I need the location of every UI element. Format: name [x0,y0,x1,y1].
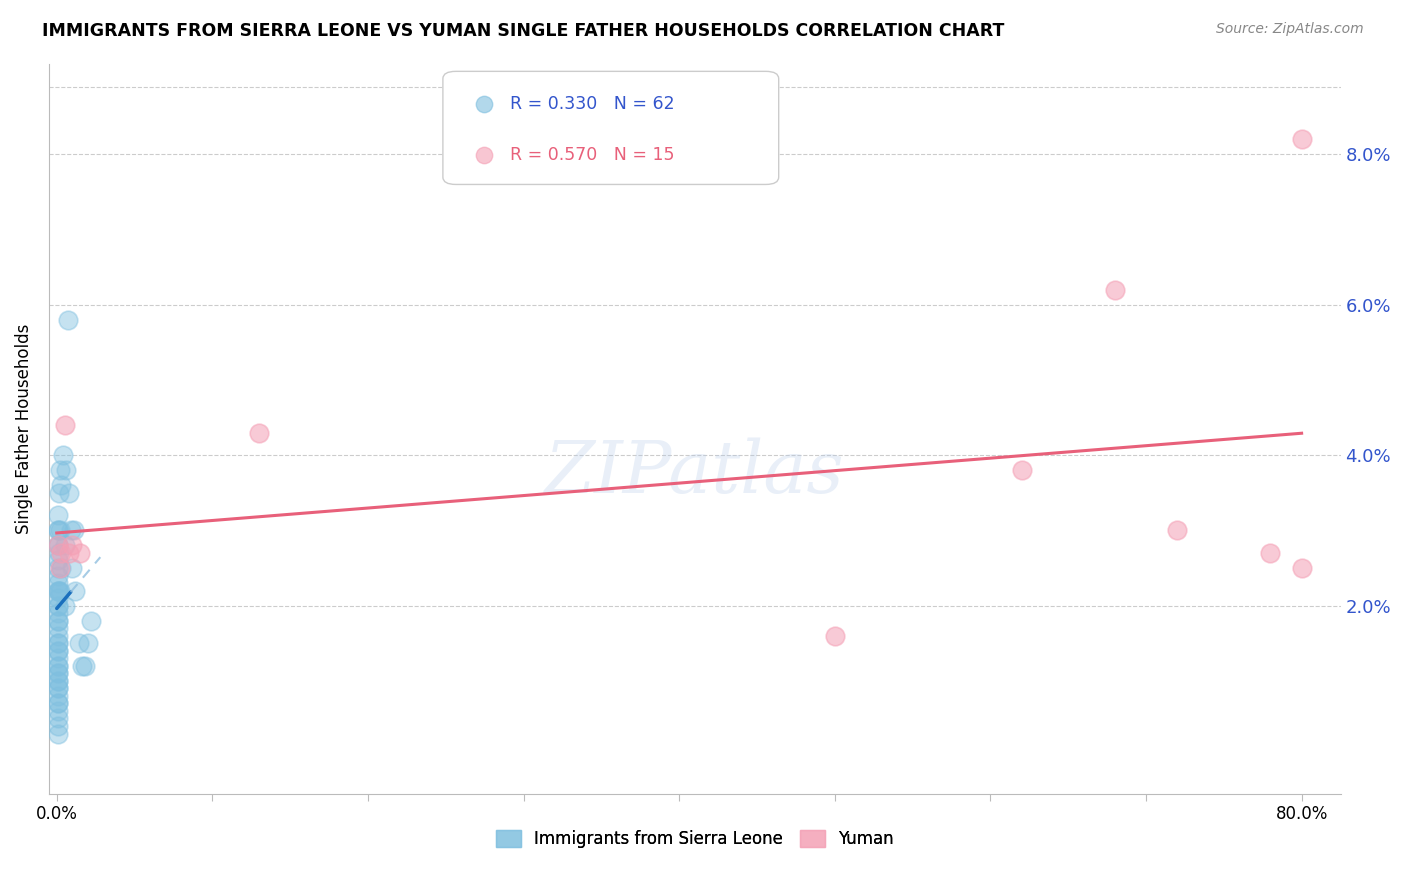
Point [46,681,69,696]
Text: R = 0.570   N = 15: R = 0.570 N = 15 [510,146,675,164]
Point [69,546,91,560]
Text: ZIPatlas: ZIPatlas [546,437,845,508]
Point [46,719,69,733]
Point [46,538,69,552]
Point [46,508,69,523]
FancyBboxPatch shape [443,71,779,185]
Point [48,583,70,598]
Text: R = 0.330   N = 62: R = 0.330 N = 62 [510,95,675,113]
Point [67,636,90,650]
Point [76,636,98,650]
Point [53,599,76,613]
Point [80,614,103,628]
Point [56,313,79,327]
Point [46,658,69,673]
Point [46,704,69,718]
Point [46,673,69,688]
Point [52,448,75,462]
Point [73,658,96,673]
Point [46,568,69,582]
Point [46,524,69,538]
Point [46,591,69,606]
Point [1011,463,1033,477]
Point [70,658,93,673]
Point [60,538,83,552]
Point [49,583,72,598]
Point [55,463,77,477]
Text: IMMIGRANTS FROM SIERRA LEONE VS YUMAN SINGLE FATHER HOUSEHOLDS CORRELATION CHART: IMMIGRANTS FROM SIERRA LEONE VS YUMAN SI… [42,22,1004,40]
Point [46,651,69,665]
Point [59,524,82,538]
Point [46,711,69,725]
Point [247,425,270,440]
Point [53,538,76,552]
Legend: Immigrants from Sierra Leone, Yuman: Immigrants from Sierra Leone, Yuman [489,823,900,855]
Point [46,697,69,711]
Point [46,599,69,613]
Point [46,697,69,711]
Point [1291,132,1313,146]
Point [58,485,80,500]
Point [46,644,69,658]
Point [46,606,69,620]
Point [48,546,70,560]
Point [46,576,69,591]
Y-axis label: Single Father Households: Single Father Households [15,324,32,534]
Point [46,681,69,696]
Point [60,561,83,575]
Point [46,658,69,673]
Point [48,485,70,500]
Point [46,524,69,538]
Point [46,644,69,658]
Point [46,673,69,688]
Point [63,524,86,538]
Point [51,561,73,575]
Point [46,599,69,613]
Point [46,553,69,567]
Point [53,418,76,433]
Point [58,546,80,560]
Point [46,636,69,650]
Point [51,546,73,560]
Point [46,689,69,703]
Point [49,524,72,538]
Point [46,538,69,552]
Text: Source: ZipAtlas.com: Source: ZipAtlas.com [1216,22,1364,37]
Point [49,463,72,477]
Point [46,726,69,740]
Point [1291,561,1313,575]
Point [51,478,73,492]
Point [46,561,69,575]
Point [1260,546,1282,560]
Point [46,621,69,635]
Point [46,629,69,643]
Point [46,583,69,598]
Point [46,614,69,628]
Point [824,629,846,643]
Point [1166,524,1188,538]
Point [46,666,69,681]
Point [1104,283,1126,297]
Point [46,636,69,650]
Point [46,538,69,552]
Point [49,561,72,575]
Point [46,583,69,598]
Point [65,583,87,598]
Point [46,614,69,628]
Point [46,666,69,681]
